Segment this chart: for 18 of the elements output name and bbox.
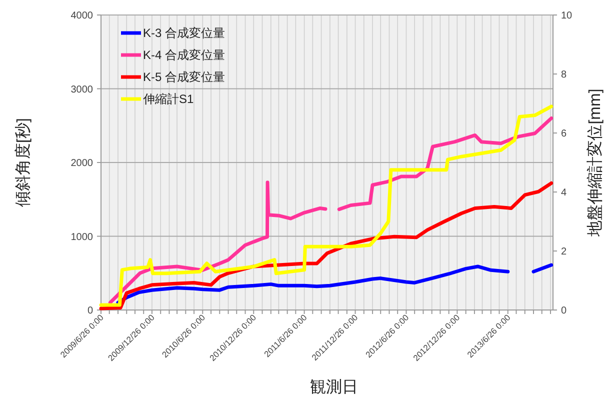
y-tick-label: 3000	[70, 84, 94, 96]
y-tick-label: 2000	[70, 158, 94, 169]
y-tick-label: 1000	[70, 232, 94, 243]
y2-tick-label: 10	[561, 10, 573, 22]
y-tick-label: 0	[87, 306, 94, 316]
legend-label: K-4 合成変位量	[143, 48, 226, 62]
y2-tick-label: 6	[561, 128, 567, 140]
y-tick-label: 4000	[70, 10, 94, 22]
y-axis-title: 傾斜角度[秒]	[14, 118, 32, 207]
legend-label: K-3 合成変位量	[143, 26, 226, 40]
legend-label: 伸縮計S1	[142, 92, 194, 106]
y2-tick-label: 8	[561, 70, 567, 80]
y2-tick-label: 2	[561, 246, 567, 258]
y2-tick-label: 4	[561, 188, 567, 198]
y2-tick-label: 0	[561, 306, 567, 316]
x-axis-title: 観測日	[310, 378, 358, 396]
legend-label: K-5 合成変位量	[143, 70, 226, 84]
y2-axis-title: 地盤伸縮計変位[mm]	[586, 88, 604, 238]
